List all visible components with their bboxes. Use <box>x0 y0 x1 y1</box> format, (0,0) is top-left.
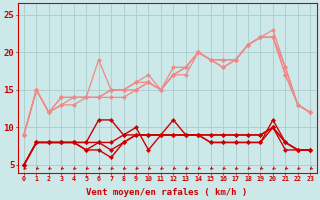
X-axis label: Vent moyen/en rafales ( km/h ): Vent moyen/en rafales ( km/h ) <box>86 188 248 197</box>
